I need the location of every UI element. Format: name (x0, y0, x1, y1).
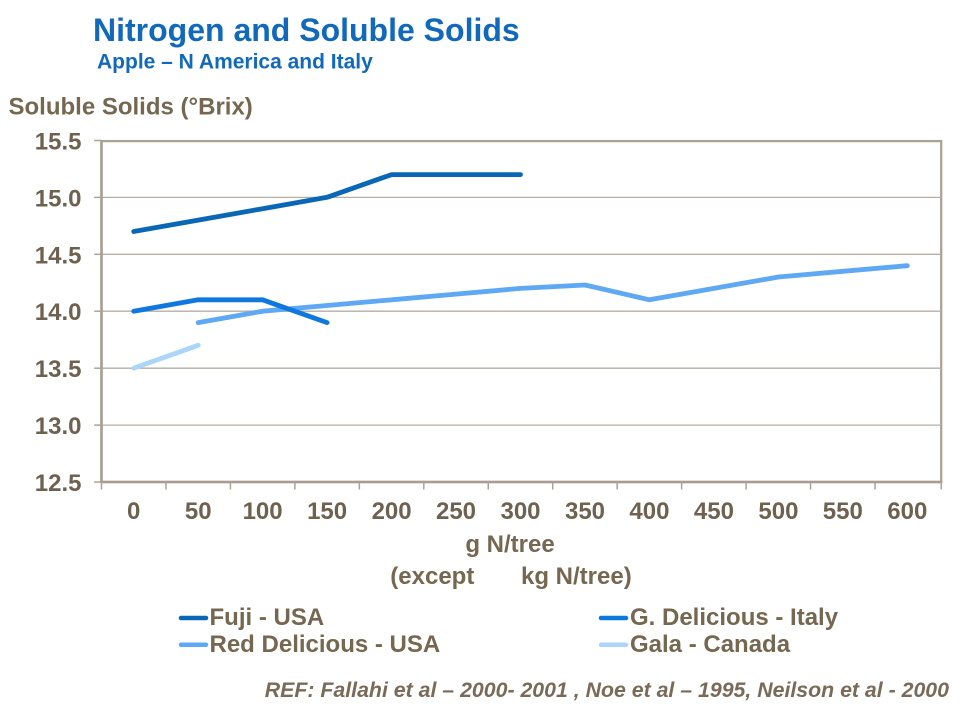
svg-text:g N/tree: g N/tree (465, 531, 554, 558)
svg-text:Fuji - USA: Fuji - USA (210, 604, 325, 631)
svg-text:0: 0 (127, 498, 140, 525)
svg-text:Nitrogen and Soluble Solids: Nitrogen and Soluble Solids (93, 12, 520, 48)
svg-text:G. Delicious - Italy: G. Delicious - Italy (630, 604, 839, 631)
svg-text:14.5: 14.5 (35, 242, 82, 269)
svg-text:14.0: 14.0 (35, 299, 82, 326)
svg-text:600: 600 (887, 498, 927, 525)
svg-text:300: 300 (500, 498, 540, 525)
svg-text:250: 250 (436, 498, 476, 525)
svg-text:50: 50 (185, 498, 212, 525)
svg-text:12.5: 12.5 (35, 470, 82, 497)
svg-text:350: 350 (565, 498, 605, 525)
svg-text:400: 400 (629, 498, 669, 525)
svg-text:(except kg N/tree): (except kg N/tree) (390, 563, 631, 590)
svg-text:200: 200 (372, 498, 412, 525)
svg-text:15.5: 15.5 (35, 129, 82, 156)
svg-text:500: 500 (758, 498, 798, 525)
svg-text:150: 150 (307, 498, 347, 525)
svg-text:100: 100 (243, 498, 283, 525)
svg-text:REF: Fallahi et al – 2000- 200: REF: Fallahi et al – 2000- 2001 , Noe et… (265, 678, 949, 702)
svg-text:13.5: 13.5 (35, 356, 82, 383)
svg-text:Gala - Canada: Gala - Canada (630, 631, 791, 658)
svg-text:15.0: 15.0 (35, 185, 82, 212)
svg-text:550: 550 (823, 498, 863, 525)
svg-text:450: 450 (694, 498, 734, 525)
svg-text:Apple – N America and Italy: Apple – N America and Italy (97, 50, 373, 73)
svg-text:13.0: 13.0 (35, 413, 82, 440)
svg-text:Red Delicious - USA: Red Delicious - USA (210, 631, 441, 658)
svg-text:Soluble Solids (°Brix): Soluble Solids (°Brix) (9, 94, 253, 121)
